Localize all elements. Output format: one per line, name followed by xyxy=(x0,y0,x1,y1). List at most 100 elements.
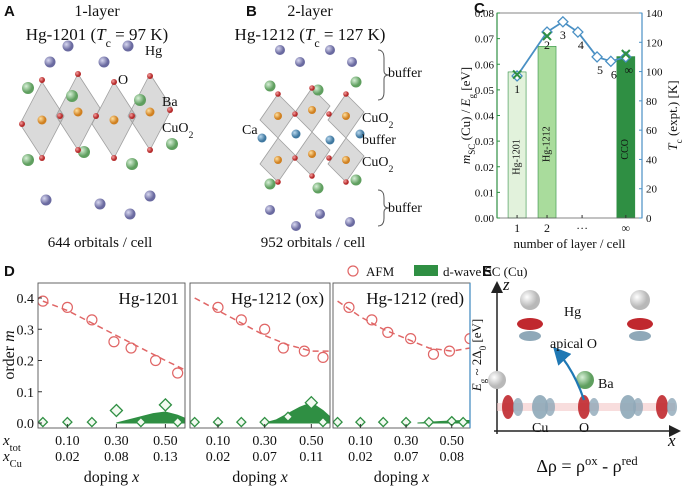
layer-label: buffer xyxy=(362,133,396,148)
atom xyxy=(44,56,56,68)
atom xyxy=(57,113,63,119)
atom-label-part: 2 xyxy=(188,130,193,141)
formula-part: T xyxy=(305,25,316,44)
orbital xyxy=(502,395,514,419)
atom xyxy=(274,112,282,120)
atom xyxy=(488,371,506,389)
atom xyxy=(630,290,650,310)
point xyxy=(38,295,49,307)
atom-label: Ba xyxy=(162,95,178,110)
layer-label: buffer xyxy=(388,201,422,216)
bar xyxy=(616,56,636,219)
point xyxy=(212,301,224,313)
x-cu-tick-label: 0.02 xyxy=(55,450,80,465)
x-cu-tick-label: 0.11 xyxy=(299,450,323,465)
orbital xyxy=(620,395,636,419)
point xyxy=(427,348,440,360)
axis-label: z xyxy=(502,275,510,294)
plot-area xyxy=(38,295,185,428)
x-tick-label: 0.50 xyxy=(299,434,324,449)
x-cu-tick-label: 0.07 xyxy=(252,450,277,465)
y2-axis-label-part: g xyxy=(478,378,488,383)
x-cu-tick-label: 0.02 xyxy=(206,450,231,465)
atom xyxy=(62,40,74,52)
plot-frame xyxy=(189,282,331,429)
atom xyxy=(19,121,25,127)
atom xyxy=(274,156,282,164)
formula-part: - ρ xyxy=(598,456,622,476)
subplot-title: Hg-1212 (ox) xyxy=(231,289,324,308)
atom xyxy=(122,40,134,52)
y-axis-label-part: E xyxy=(458,98,473,107)
atom xyxy=(326,111,332,117)
x-tick-label: 0.30 xyxy=(394,434,419,449)
atom xyxy=(309,85,315,91)
y-axis-label-part: m xyxy=(1,330,18,342)
atom xyxy=(75,147,81,153)
x-axis-label-part: doping xyxy=(84,469,132,486)
y2-axis-label: Tc (expt.) [K] xyxy=(665,80,684,150)
sc-point xyxy=(158,397,173,412)
y-axis-label: mSC (Cu) / Eg [eV] xyxy=(458,67,477,164)
atom xyxy=(40,194,52,206)
y2-axis-label-part: ~ 2Δ xyxy=(469,350,484,378)
point xyxy=(259,323,271,335)
atom xyxy=(325,135,335,145)
atom xyxy=(111,79,117,85)
atom xyxy=(312,182,324,194)
atom-label: apical O xyxy=(550,337,597,352)
plot-area xyxy=(190,297,330,428)
x-tick-label: 0.50 xyxy=(439,434,464,449)
formula-part: c xyxy=(106,36,111,50)
brace xyxy=(377,189,390,227)
atom xyxy=(291,129,301,139)
atom-label: Hg xyxy=(564,305,581,320)
atom xyxy=(257,133,267,143)
atom xyxy=(350,174,362,186)
illustrations xyxy=(19,40,681,437)
y-tick-label: 0.0 xyxy=(17,417,35,432)
atom-label: Ba xyxy=(598,377,614,392)
sc-point xyxy=(333,416,343,428)
fit-line xyxy=(42,300,185,371)
atom xyxy=(355,129,365,139)
atom xyxy=(275,91,281,97)
y-tick-label: 0.04 xyxy=(475,111,495,123)
formula-part: Hg-1212 ( xyxy=(235,25,306,44)
atom xyxy=(350,76,362,88)
point xyxy=(172,367,184,379)
panel-title: 1-layer xyxy=(74,3,120,20)
y2-tick-label: 60 xyxy=(646,125,658,137)
atom xyxy=(147,147,153,153)
sc-point xyxy=(423,416,435,428)
x-cu-tick-label: 0.07 xyxy=(394,450,419,465)
row-label-part: tot xyxy=(10,443,21,454)
x-axis-label-part: doping xyxy=(232,469,280,486)
atom xyxy=(264,80,276,92)
atom xyxy=(345,217,355,227)
footer: 644 orbitals / cell xyxy=(48,235,153,251)
panel-letter: A xyxy=(4,3,15,20)
atom xyxy=(75,71,81,77)
sc-point xyxy=(172,416,184,428)
axis-label: x xyxy=(667,431,676,450)
bar-label: CCO xyxy=(620,139,631,160)
x-tick-label: 1 xyxy=(514,221,520,235)
footer: 952 orbitals / cell xyxy=(261,235,366,251)
sc-point xyxy=(457,416,469,428)
brace xyxy=(377,49,390,101)
point xyxy=(464,333,470,345)
x-axis-label-part: x xyxy=(131,469,139,486)
orbital xyxy=(629,331,651,341)
orbital xyxy=(633,398,643,416)
atom-label: O xyxy=(118,73,128,88)
atom xyxy=(109,115,119,125)
row-label: xCu xyxy=(2,449,23,470)
point xyxy=(61,301,74,313)
x-tick-label: ∞ xyxy=(622,221,631,235)
sc-point xyxy=(282,411,294,423)
atom xyxy=(343,91,349,97)
point xyxy=(298,345,310,357)
x-tick-label: ··· xyxy=(576,221,588,235)
y2-tick-label: 0 xyxy=(646,213,652,225)
